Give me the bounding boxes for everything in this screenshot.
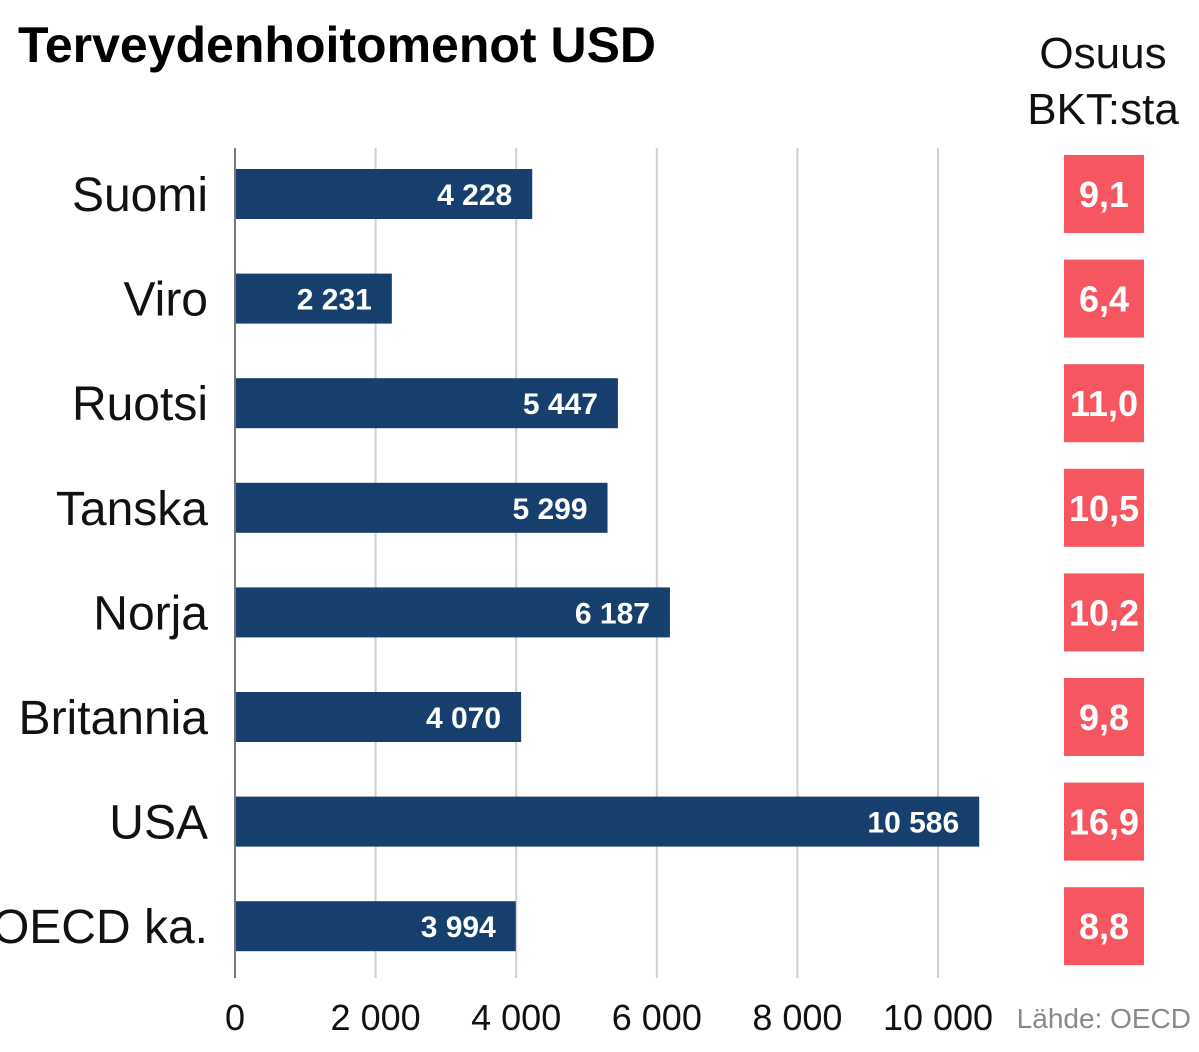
share-header-line1: Osuus <box>1039 29 1166 78</box>
grid-lines <box>374 148 939 978</box>
category-label: Suomi <box>72 169 208 222</box>
x-tick-label: 0 <box>225 997 245 1038</box>
bar-value-label: 6 187 <box>575 597 650 630</box>
category-label: USA <box>109 797 208 850</box>
gdp-share-box <box>1064 259 1144 338</box>
bar <box>236 482 608 533</box>
x-tick-label: 2 000 <box>331 997 421 1038</box>
gdp-share-box <box>1064 782 1144 861</box>
bar <box>236 901 516 952</box>
x-tick-label: 10 000 <box>883 997 993 1038</box>
bar <box>236 692 522 742</box>
bar <box>236 378 618 429</box>
gdp-share-value: 6,4 <box>1079 279 1129 320</box>
category-label: OECD ka. <box>0 901 208 954</box>
bars: 4 228 2 231 5 447 5 299 6 187 4 070 10 586 3 99… <box>236 169 980 952</box>
category-label: Ruotsi <box>72 378 208 431</box>
source-note: Lähde: OECD <box>1017 1003 1191 1034</box>
category-label: Tanska <box>56 483 208 536</box>
share-header-line2: BKT:sta <box>1027 85 1179 134</box>
category-labels: Suomi Viro Ruotsi Tanska Norja Britannia USA OE… <box>0 169 208 954</box>
bar-value-label: 2 231 <box>297 284 372 317</box>
gdp-share-value: 16,9 <box>1069 802 1139 843</box>
gdp-share-box <box>1064 887 1144 966</box>
bar <box>236 169 533 219</box>
bar-value-label: 10 586 <box>867 807 959 840</box>
gdp-share-value: 9,1 <box>1079 174 1129 215</box>
gdp-share-value: 10,5 <box>1069 488 1139 529</box>
x-tick-label: 8 000 <box>752 997 842 1038</box>
gdp-share-value: 10,2 <box>1069 592 1139 633</box>
x-axis-tick-labels: 0 2 000 4 000 6 000 8 000 10 000 <box>225 997 993 1038</box>
gdp-share-value: 11,0 <box>1070 383 1138 424</box>
x-tick-label: 4 000 <box>471 997 561 1038</box>
bar-value-label: 4 228 <box>437 179 512 212</box>
gdp-share-box <box>1064 573 1144 652</box>
bar <box>236 587 670 638</box>
category-label: Norja <box>93 587 208 640</box>
x-tick-label: 6 000 <box>612 997 702 1038</box>
category-label: Viro <box>124 274 209 327</box>
category-label: Britannia <box>19 692 209 745</box>
bar <box>236 796 980 847</box>
gdp-share-box <box>1064 678 1144 756</box>
gdp-share-box <box>1064 468 1144 547</box>
gdp-share-box <box>1064 155 1144 233</box>
gdp-share-box <box>1064 364 1144 443</box>
chart-title: Terveydenhoitomenot USD <box>18 17 656 73</box>
bar-value-label: 5 299 <box>512 493 587 526</box>
bar-value-label: 3 994 <box>421 911 496 944</box>
bar-value-label: 4 070 <box>426 702 501 735</box>
gdp-share-boxes: 9,1 6,4 11,0 10,5 10,2 9,8 16,9 8,8 <box>1064 155 1144 966</box>
bar <box>236 273 392 324</box>
bar-value-label: 5 447 <box>523 388 598 421</box>
gdp-share-value: 9,8 <box>1079 697 1129 738</box>
gdp-share-value: 8,8 <box>1079 906 1129 947</box>
